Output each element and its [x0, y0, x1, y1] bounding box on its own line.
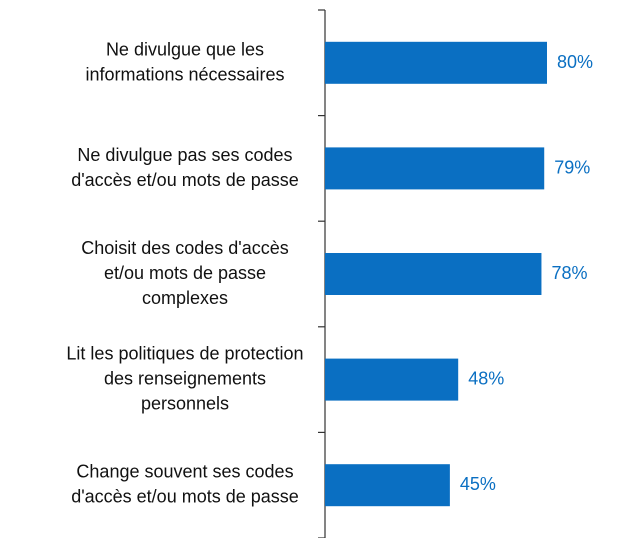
bar — [325, 41, 547, 84]
category-label: Ne divulgue pas ses codes d'accès et/ou m… — [71, 145, 299, 190]
value-label: 80% — [557, 52, 593, 72]
bar — [325, 358, 459, 401]
category-label: Lit les politiques de protection des rens… — [66, 343, 303, 413]
bar — [325, 253, 542, 295]
value-label: 79% — [554, 157, 590, 177]
category-label: Change souvent ses codes d'accès et/ou mo… — [71, 461, 299, 506]
category-label: Ne divulgue que les informations nécessai… — [85, 39, 284, 84]
bar — [325, 147, 545, 190]
value-label: 48% — [468, 368, 504, 388]
value-label: 45% — [460, 474, 496, 494]
bar — [325, 464, 450, 507]
category-label: Choisit des codes d'accès et/ou mots de p… — [81, 238, 289, 308]
value-label: 78% — [551, 263, 587, 283]
